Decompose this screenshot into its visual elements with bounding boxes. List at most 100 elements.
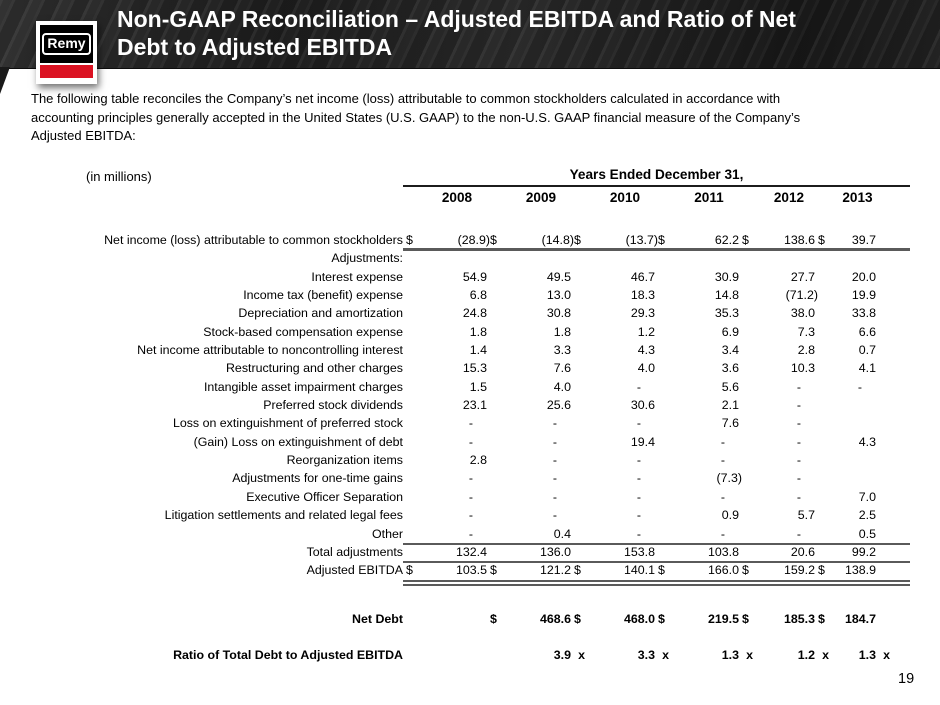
dollar-sign [739, 469, 761, 487]
rule-under-net-income-row [403, 247, 910, 251]
dollar-sign [487, 469, 509, 487]
dollar-sign [655, 525, 677, 543]
cell-value: - [796, 453, 801, 468]
cell-value: 468.6 [539, 612, 571, 626]
cell-value: - [636, 471, 641, 486]
dollar-sign [403, 341, 425, 359]
cell-value: - [468, 508, 473, 523]
cell-value: 19.9 [851, 288, 876, 303]
dollar-sign [487, 249, 509, 267]
cell-value [831, 451, 876, 469]
cell-value: 3.3 [553, 343, 571, 358]
table-row: Litigation settlements and related legal… [0, 506, 910, 524]
row-spacer [876, 231, 910, 249]
dollar-sign [655, 543, 677, 561]
cell-value: - [468, 416, 473, 431]
cell-value: 29.3 [630, 306, 655, 321]
cell-value: 132.4 [455, 544, 487, 559]
row-label: Preferred stock dividends [263, 398, 403, 413]
cell-value: 99.2 [851, 544, 876, 559]
row-spacer [876, 359, 910, 377]
cell-value: - [636, 508, 641, 523]
cell-value: 7.0 [858, 489, 876, 504]
cell-value: 140.1 [623, 563, 655, 578]
cell-value: - [720, 526, 725, 541]
row-label: Adjustments: [331, 251, 403, 266]
cell-value: 1.2 x [761, 646, 829, 664]
row-label: Interest expense [311, 269, 403, 284]
cell-value: 0.7 [858, 343, 876, 358]
cell-value: - [796, 526, 801, 541]
cell-value: 23.1 [462, 398, 487, 413]
dollar-sign [571, 451, 593, 469]
dollar-sign [403, 396, 425, 414]
dollar-sign [815, 525, 831, 543]
ratio-row-container: Ratio of Total Debt to Adjusted EBITDA 3.… [0, 646, 910, 664]
net-debt-row: Net Debt $468.6 $468.0 $219.5 $185.3 $184.7 [0, 610, 910, 628]
intro-line-2: accounting principles generally accepted… [31, 109, 801, 125]
rule-above-total-adjustments [403, 542, 910, 545]
dollar-sign [655, 488, 677, 506]
remy-logo-black-square: Remy [40, 25, 93, 63]
ratio-x-suffix: x [883, 648, 890, 662]
dollar-sign: $ [574, 233, 581, 247]
year-label: 2013 [842, 190, 873, 205]
dollar-sign [487, 396, 509, 414]
double-rule-under-adjusted-ebitda-bottom [403, 584, 910, 587]
dollar-sign [815, 323, 831, 341]
table-row: Interest expense 54.9 49.5 46.7 30.9 27.7 20.0 [0, 268, 910, 286]
row-label: Income tax (benefit) expense [243, 288, 403, 303]
dollar-sign [739, 506, 761, 524]
dollar-sign [487, 359, 509, 377]
cell-value: 2.8 [797, 343, 815, 358]
dollar-sign [487, 646, 509, 664]
cell-value [425, 646, 487, 664]
table-row: Adjusted EBITDA $103.5 $121.2 $140.1 $166.0 $… [0, 561, 910, 579]
page-number: 19 [898, 671, 915, 687]
dollar-sign: $ [490, 612, 497, 626]
cell-value: 1.8 [469, 324, 487, 339]
cell-value: 15.3 [462, 361, 487, 376]
row-label: Depreciation and amortization [238, 306, 403, 321]
cell-value: 33.8 [851, 306, 876, 321]
cell-value: 6.6 [858, 324, 876, 339]
dollar-sign [815, 268, 831, 286]
table-row: Restructuring and other charges 15.3 7.6 4.… [0, 359, 910, 377]
cell-value: 159.2 [783, 563, 815, 578]
dollar-sign [571, 414, 593, 432]
cell-value: 2.8 [469, 453, 487, 468]
ratio-x-suffix: x [822, 648, 829, 662]
dollar-sign [739, 525, 761, 543]
row-spacer [876, 341, 910, 359]
dollar-sign [571, 341, 593, 359]
dollar-sign [739, 414, 761, 432]
cell-value: (71.2) [785, 288, 818, 303]
cell-value: 166.0 [707, 563, 739, 578]
cell-value: - [468, 471, 473, 486]
row-label: Stock-based compensation expense [203, 324, 403, 339]
dollar-sign [487, 341, 509, 359]
dollar-sign [487, 543, 509, 561]
remy-logo-text: Remy [42, 33, 91, 55]
table-row: Adjustments for one-time gains - - - (7.3) - [0, 469, 910, 487]
row-spacer [876, 543, 910, 561]
cell-value: - [636, 526, 641, 541]
dollar-sign [403, 286, 425, 304]
cell-value: 6.8 [469, 288, 487, 303]
table-row: Loss on extinguishment of preferred stoc… [0, 414, 910, 432]
dollar-sign [571, 286, 593, 304]
year-label: 2011 [694, 190, 724, 205]
cell-value [761, 249, 815, 267]
dollar-sign [655, 433, 677, 451]
dollar-sign [403, 378, 425, 396]
dollar-sign [739, 323, 761, 341]
cell-value: 24.8 [462, 306, 487, 321]
page-title: Non-GAAP Reconciliation – Adjusted EBITD… [117, 6, 796, 61]
cell-value: - [468, 489, 473, 504]
dollar-sign: $ [406, 563, 413, 578]
dollar-sign [655, 506, 677, 524]
row-spacer [876, 610, 910, 628]
dollar-sign [487, 286, 509, 304]
cell-value [831, 469, 876, 487]
cell-value: 121.2 [539, 563, 571, 578]
